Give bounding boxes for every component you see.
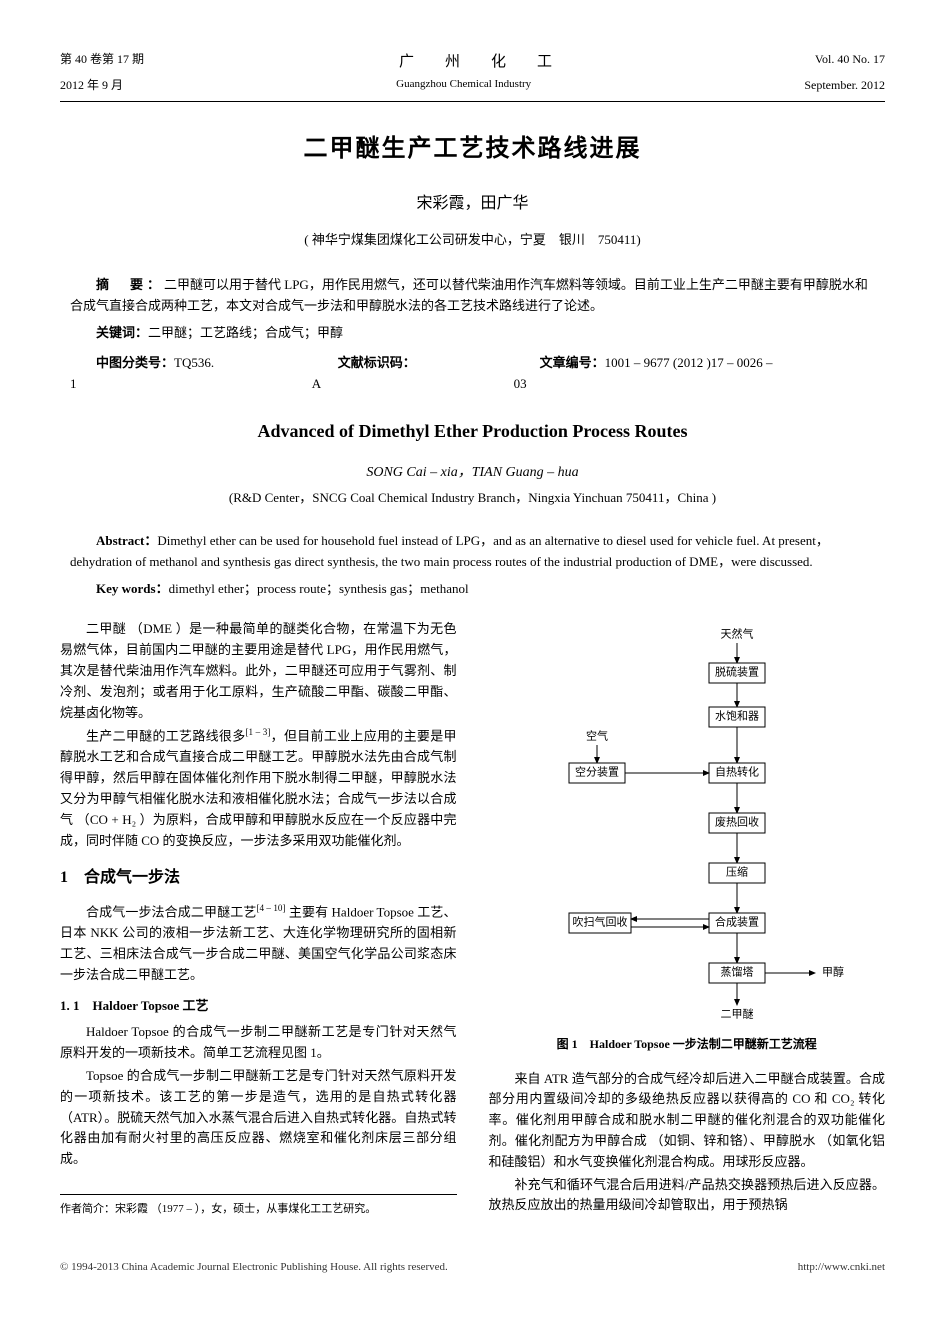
figure-1-flowchart: .fb { fill:#fff; stroke:#000; stroke-wid… — [489, 623, 886, 1023]
flow-node-desulfurization: 脱硫装置 — [715, 665, 759, 679]
clc: 中图分类号：TQ536. 1 — [70, 353, 222, 395]
right-p2: 补充气和循环气混合后用进料/产品热交换器预热后进入反应器。放热反应放出的热量用级… — [489, 1175, 886, 1217]
section-1-1-p2: Topsoe 的合成气一步制二甲醚新工艺是专门针对天然气原料开发的一项新技术。该… — [60, 1066, 457, 1170]
classification-row: 中图分类号：TQ536. 1 文献标识码：A 文章编号：1001 – 9677 … — [70, 353, 875, 395]
abstract-en-label: Abstract： — [96, 533, 157, 548]
flow-node-purge-recovery: 吹扫气回收 — [572, 915, 627, 929]
right-p1: 来自 ATR 造气部分的合成气经冷却后进入二甲醚合成装置。合成部分用内置级间冷却… — [489, 1069, 886, 1173]
authors-en: SONG Cai – xia，TIAN Guang – hua — [60, 462, 885, 484]
keywords-cn-text: 二甲醚；工艺路线；合成气；甲醇 — [148, 325, 343, 340]
abstract-cn-text: 二甲醚可以用于替代 LPG，用作民用燃气，还可以替代柴油用作汽车燃料等领域。目前… — [70, 277, 868, 313]
flow-node-autothermal: 自热转化 — [715, 765, 759, 779]
flow-node-synthesis: 合成装置 — [715, 915, 759, 929]
flow-node-water-saturator: 水饱和器 — [715, 709, 759, 723]
flow-node-distillation: 蒸馏塔 — [720, 965, 753, 979]
header-row-2: 2012 年 9 月 Guangzhou Chemical Industry S… — [60, 76, 885, 95]
header-vol-cn: 第 40 卷第 17 期 — [60, 50, 144, 74]
keywords-en-text: dimethyl ether；process route；synthesis g… — [169, 581, 469, 596]
flow-node-compression: 压缩 — [726, 866, 748, 879]
flow-node-dme: 二甲醚 — [720, 1007, 753, 1021]
abstract-cn-label: 摘 要： — [96, 277, 164, 292]
flow-node-waste-heat: 废热回收 — [715, 815, 759, 829]
doc-code: 文献标识码：A — [312, 353, 424, 395]
header-date-en: September. 2012 — [804, 76, 885, 95]
flow-node-air-separation: 空分装置 — [575, 765, 619, 779]
footer-copyright: © 1994-2013 China Academic Journal Elect… — [60, 1259, 448, 1277]
footer-url: http://www.cnki.net — [798, 1259, 885, 1277]
keywords-en: Key words：dimethyl ether；process route；s… — [70, 579, 875, 600]
citation-ref: [4 – 10] — [256, 903, 285, 913]
header-journal-cn: 广 州 化 工 — [399, 50, 560, 74]
intro-p2: 生产二甲醚的工艺路线很多[1 – 3]，但目前工业上应用的主要是甲醇脱水工艺和合… — [60, 725, 457, 851]
author-footnote: 作者简介：宋彩霞 （1977 – ），女，硕士，从事煤化工工艺研究。 — [60, 1194, 457, 1219]
flow-node-air: 空气 — [586, 729, 608, 743]
right-column: .fb { fill:#fff; stroke:#000; stroke-wid… — [489, 619, 886, 1218]
section-1-1-p1: Haldoer Topsoe 的合成气一步制二甲醚新工艺是专门针对天然气原料开发… — [60, 1022, 457, 1064]
abstract-en-text: Dimethyl ether can be used for household… — [70, 533, 829, 569]
title-cn: 二甲醚生产工艺技术路线进展 — [60, 130, 885, 168]
intro-p1: 二甲醚 （DME ）是一种最简单的醚类化合物，在常温下为无色易燃气体，目前国内二… — [60, 619, 457, 723]
body-two-column: 二甲醚 （DME ）是一种最简单的醚类化合物，在常温下为无色易燃气体，目前国内二… — [60, 619, 885, 1218]
affiliation-cn: ( 神华宁煤集团煤化工公司研发中心，宁夏 银川 750411) — [60, 230, 885, 251]
author-footnote-text: 宋彩霞 （1977 – ），女，硕士，从事煤化工工艺研究。 — [115, 1203, 376, 1215]
header-vol-en: Vol. 40 No. 17 — [815, 50, 885, 74]
author-footnote-label: 作者简介： — [60, 1203, 115, 1215]
title-en: Advanced of Dimethyl Ether Production Pr… — [60, 417, 885, 446]
article-no: 文章编号：1001 – 9677 (2012 )17 – 0026 – 03 — [514, 353, 785, 395]
flow-node-methanol: 甲醇 — [822, 965, 844, 979]
flow-node-natural-gas: 天然气 — [720, 627, 753, 641]
keywords-cn-label: 关键词： — [96, 325, 148, 340]
section-1-title: 1 合成气一步法 — [60, 865, 457, 891]
section-1-1-title: 1. 1 Haldoer Topsoe 工艺 — [60, 996, 457, 1017]
header-journal-en: Guangzhou Chemical Industry — [396, 76, 531, 95]
header-divider — [60, 101, 885, 102]
citation-ref: [1 – 3] — [246, 727, 271, 737]
figure-1-caption: 图 1 Haldoer Topsoe 一步法制二甲醚新工艺流程 — [489, 1035, 886, 1054]
abstract-en: Abstract：Dimethyl ether can be used for … — [70, 531, 875, 573]
header-date-cn: 2012 年 9 月 — [60, 76, 123, 95]
affiliation-en: (R&D Center，SNCG Coal Chemical Industry … — [60, 488, 885, 509]
page-footer: © 1994-2013 China Academic Journal Elect… — [60, 1259, 885, 1277]
header-row-1: 第 40 卷第 17 期 广 州 化 工 Vol. 40 No. 17 — [60, 50, 885, 74]
left-column: 二甲醚 （DME ）是一种最简单的醚类化合物，在常温下为无色易燃气体，目前国内二… — [60, 619, 457, 1218]
section-1-p1: 合成气一步法合成二甲醚工艺[4 – 10] 主要有 Haldoer Topsoe… — [60, 901, 457, 986]
keywords-en-label: Key words： — [96, 581, 169, 596]
abstract-cn: 摘 要：二甲醚可以用于替代 LPG，用作民用燃气，还可以替代柴油用作汽车燃料等领… — [70, 275, 875, 317]
authors-cn: 宋彩霞，田广华 — [60, 191, 885, 217]
keywords-cn: 关键词：二甲醚；工艺路线；合成气；甲醇 — [70, 323, 875, 344]
